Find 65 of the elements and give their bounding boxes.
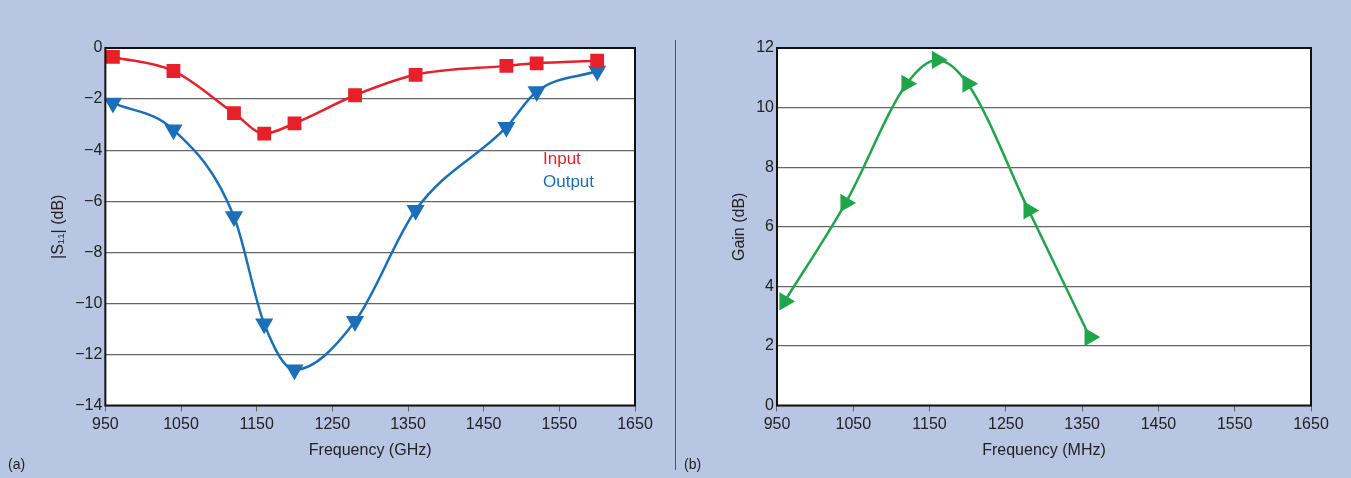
y-tick-label: −14	[75, 396, 103, 414]
x-tick-label: 1350	[390, 414, 426, 432]
x-tick-label: 1550	[541, 414, 578, 432]
x-tick-label: 1250	[988, 414, 1024, 432]
point	[528, 86, 545, 101]
x-tick-label: 1050	[835, 414, 872, 432]
y-tick-label: 4	[765, 276, 775, 294]
text: (b)	[684, 456, 702, 472]
point	[256, 318, 273, 334]
x-axis-title: Frequency (GHz)	[308, 440, 432, 458]
point	[408, 67, 423, 82]
point	[106, 50, 120, 64]
x-tick-label: 1550	[1216, 414, 1253, 432]
y-tick-label: 6	[765, 217, 775, 235]
point	[840, 194, 855, 212]
y-axis-title: Gain (dB)	[730, 192, 748, 262]
x-tick-label: 950	[763, 414, 791, 432]
x-tick-label: 1650	[1293, 414, 1329, 432]
point	[590, 53, 605, 68]
y-tick-label: 0	[765, 396, 775, 414]
point	[166, 64, 181, 78]
y-tick-label: 2	[765, 336, 775, 354]
text: Input	[543, 148, 582, 168]
y-tick-label: −10	[75, 293, 103, 311]
point	[499, 58, 514, 73]
text: (a)	[8, 456, 26, 472]
x-tick-label: 1250	[314, 414, 351, 432]
point	[931, 51, 947, 69]
point	[287, 116, 302, 131]
y-tick-label: −8	[84, 242, 103, 260]
y-tick-label: −12	[75, 344, 103, 362]
point	[348, 88, 362, 103]
point	[962, 75, 977, 92]
point	[779, 293, 794, 310]
y-axis-title: |S₁₁| (dB)	[49, 194, 67, 260]
x-tick-label: 1350	[1064, 414, 1101, 432]
point	[165, 124, 182, 139]
point	[286, 364, 303, 380]
point	[346, 316, 364, 331]
point	[498, 121, 515, 137]
x-tick-label: 1050	[163, 414, 199, 432]
x-tick-label: 950	[91, 414, 119, 432]
y-tick-label: 0	[93, 38, 103, 56]
y-tick-label: 12	[756, 38, 775, 56]
x-axis-title: Frequency (MHz)	[982, 440, 1106, 458]
point	[901, 75, 916, 92]
point	[1023, 202, 1038, 219]
point	[227, 106, 241, 121]
y-tick-label: −2	[84, 89, 103, 107]
x-tick-label: 1450	[1140, 414, 1177, 432]
point	[529, 56, 544, 71]
x-tick-label: 1450	[465, 414, 502, 432]
point	[1084, 328, 1100, 346]
text: Output	[543, 171, 595, 191]
y-tick-label: −6	[84, 191, 103, 209]
y-tick-label: 8	[765, 157, 775, 175]
point	[105, 97, 122, 113]
point	[407, 204, 424, 220]
y-tick-label: 10	[756, 98, 775, 116]
x-tick-label: 1650	[617, 414, 653, 432]
point	[225, 211, 243, 226]
point	[257, 126, 272, 141]
x-tick-label: 1150	[239, 414, 274, 432]
y-tick-label: −4	[84, 140, 103, 158]
x-tick-label: 1150	[912, 414, 947, 432]
